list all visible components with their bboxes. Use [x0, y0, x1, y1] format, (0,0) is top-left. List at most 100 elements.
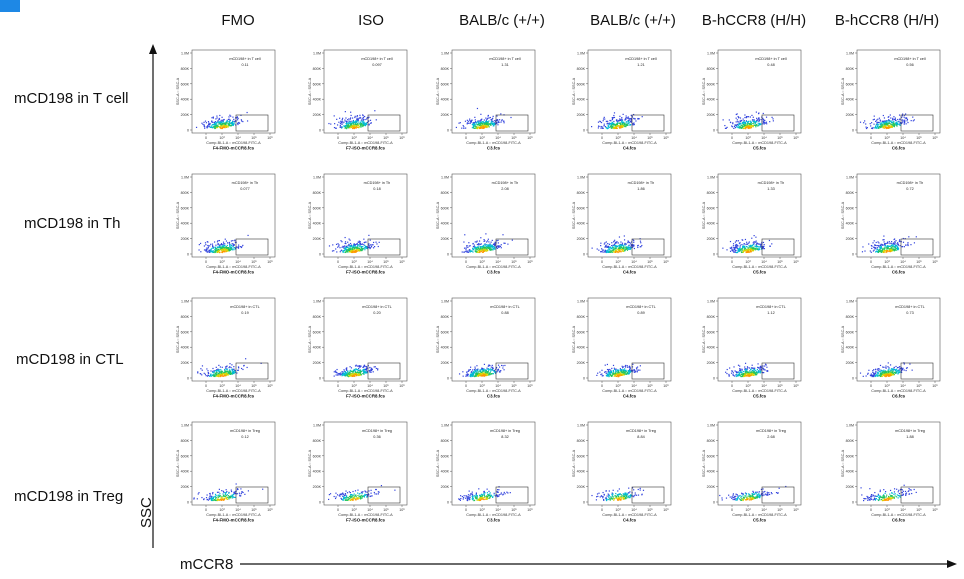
event-dot [892, 250, 894, 252]
event-dot [759, 248, 761, 250]
event-dot [877, 126, 880, 128]
event-dot [616, 120, 619, 122]
x-tick-label: 10³ [219, 136, 225, 140]
event-dot [903, 120, 905, 122]
event-dot [759, 369, 761, 371]
event-dot [618, 122, 620, 124]
gate-name: mCD198+ in Th [232, 181, 259, 185]
event-dot [362, 122, 364, 124]
event-dot [623, 239, 626, 241]
y-tick-label: 600K [707, 206, 716, 210]
event-dot [739, 374, 741, 376]
event-dot [356, 115, 358, 117]
event-dot [747, 127, 749, 130]
event-dot [480, 373, 483, 375]
event-dot [759, 246, 761, 248]
x-tick-label: 0 [731, 384, 733, 388]
x-tick-label: 10⁶ [663, 136, 669, 140]
event-dot [609, 371, 611, 374]
x-tick-label: 10⁴ [367, 136, 373, 140]
event-dot [344, 375, 347, 377]
event-dot [754, 120, 756, 122]
event-dot [353, 375, 355, 377]
event-dot [473, 372, 475, 375]
event-dot [351, 246, 353, 248]
event-dot [224, 371, 226, 374]
event-dot [494, 248, 496, 250]
event-dot [881, 120, 883, 122]
event-dot [368, 246, 370, 248]
event-dot [878, 121, 880, 124]
event-dot [210, 248, 212, 250]
event-dot [746, 372, 748, 375]
event-dot [359, 245, 361, 247]
event-dot [490, 121, 493, 123]
event-dot [217, 243, 219, 245]
x-tick-label: 10⁵ [647, 136, 653, 140]
event-dot [611, 119, 614, 121]
event-dot [477, 373, 479, 376]
event-dot [901, 115, 904, 117]
event-dot [887, 248, 889, 250]
event-dot [219, 245, 221, 247]
event-dot [873, 246, 875, 248]
event-dot [224, 244, 226, 247]
x-channel-label: Comp-BL1-A :: mCD198-FITC-A [338, 265, 393, 269]
event-dot [482, 374, 484, 377]
event-dot [755, 243, 757, 246]
event-dot [891, 241, 893, 243]
y-tick-label: 1.0M [707, 300, 715, 304]
x-tick-label: 10³ [615, 384, 621, 388]
event-dot [216, 115, 218, 117]
x-tick-label: 10⁴ [761, 136, 767, 140]
y-tick-label: 600K [577, 82, 586, 86]
event-dot [889, 114, 891, 116]
event-dot [899, 124, 901, 126]
event-dot [468, 251, 470, 253]
event-dot [749, 248, 751, 250]
event-dot [225, 366, 228, 368]
event-dot [492, 243, 495, 246]
event-dot [626, 124, 628, 126]
event-dot [485, 123, 487, 125]
event-dot [890, 125, 892, 127]
event-dot [618, 371, 620, 373]
event-dot [762, 365, 764, 367]
event-dot [221, 374, 223, 376]
event-dot [876, 248, 878, 250]
event-dot [887, 362, 889, 364]
event-dot [607, 125, 609, 127]
event-dot [618, 247, 621, 249]
event-dot [615, 241, 617, 243]
event-dot [479, 127, 481, 129]
event-dot [633, 247, 636, 250]
event-dot [609, 251, 611, 253]
y-tick-label: 0 [713, 253, 715, 257]
event-dot [348, 373, 351, 376]
event-dot [743, 250, 745, 252]
event-dot [242, 244, 244, 247]
event-dot [731, 249, 733, 251]
event-dot [742, 374, 744, 376]
event-dot [208, 250, 210, 252]
event-dot [356, 126, 359, 128]
sample-file-name: F4-FMO-mCCR8.fcs [213, 270, 255, 275]
event-dot [883, 239, 885, 241]
event-dot [605, 241, 607, 243]
gate-percentage: 0.20 [373, 311, 380, 315]
event-dot [343, 374, 345, 376]
event-dot [613, 122, 615, 125]
gate-name: mCD198+ in T cell [489, 57, 520, 61]
y-tick-label: 1.0M [441, 300, 449, 304]
event-dot [872, 127, 874, 130]
event-dot [744, 116, 746, 119]
event-dot [491, 122, 493, 125]
event-dot [756, 243, 759, 245]
x-tick-label: 10⁶ [527, 136, 533, 140]
event-dot [488, 372, 490, 375]
event-dot [879, 120, 882, 122]
event-dot [212, 367, 214, 370]
event-dot [637, 245, 639, 247]
event-dot [212, 126, 214, 128]
